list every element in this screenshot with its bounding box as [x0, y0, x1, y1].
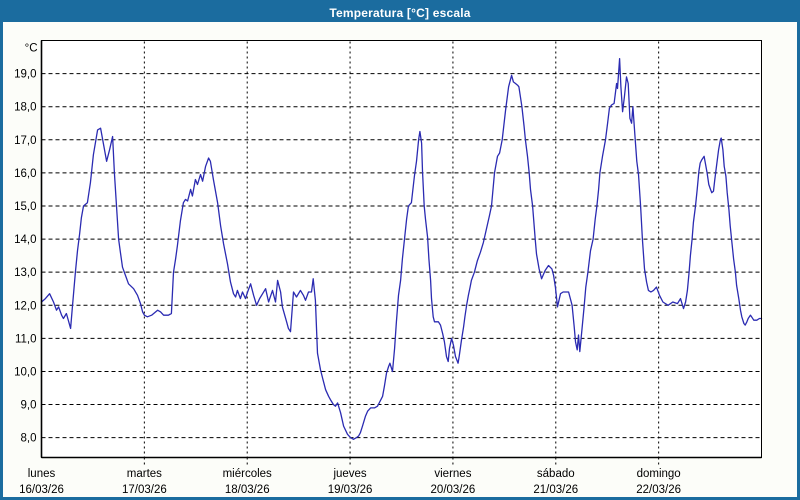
- x-tick-day-label: lunes: [28, 468, 56, 480]
- window-title-bar: Temperatura [°C] escala: [3, 3, 797, 22]
- x-tick-day-label: jueves: [332, 468, 366, 480]
- y-tick-label: 15,0: [14, 201, 36, 213]
- x-tick-date-label: 22/03/26: [636, 484, 681, 496]
- y-tick-label: 10,0: [14, 366, 36, 378]
- x-tick-date-label: 18/03/26: [225, 484, 270, 496]
- x-tick-day-label: domingo: [637, 468, 681, 480]
- y-tick-label: 12,0: [14, 300, 36, 312]
- y-tick-label: 11,0: [15, 333, 37, 345]
- y-axis-unit-label: °C: [25, 43, 38, 55]
- y-tick-label: 8,0: [21, 433, 37, 445]
- x-tick-date-label: 17/03/26: [122, 484, 167, 496]
- y-tick-label: 9,0: [21, 400, 37, 412]
- x-tick-day-label: martes: [127, 468, 162, 480]
- chart-area: 8,0 9,0 10,0 11,0 12,0 13,0 14,0 15,0 16,0 17,0 18…: [3, 22, 797, 497]
- y-tick-label: 17,0: [14, 135, 36, 147]
- x-tick-date-label: 20/03/26: [431, 484, 476, 496]
- x-tick-date-label: 21/03/26: [533, 484, 578, 496]
- temperature-chart: 8,0 9,0 10,0 11,0 12,0 13,0 14,0 15,0 16,0 17,0 18…: [14, 40, 763, 496]
- temperature-line: [40, 58, 763, 440]
- y-tick-label: 18,0: [14, 102, 36, 114]
- x-tick-date-label: 16/03/26: [19, 484, 64, 496]
- plot-area: [41, 40, 762, 458]
- window-title: Temperatura [°C] escala: [329, 5, 471, 20]
- y-tick-label: 19,0: [14, 69, 36, 81]
- y-tick-label: 16,0: [14, 168, 36, 180]
- x-tick-day-label: sábado: [537, 468, 575, 480]
- y-tick-label: 13,0: [14, 267, 36, 279]
- x-tick-day-label: miércoles: [223, 468, 272, 480]
- x-tick-day-label: viernes: [434, 468, 471, 480]
- x-tick-date-label: 19/03/26: [328, 484, 373, 496]
- y-tick-label: 14,0: [14, 234, 36, 246]
